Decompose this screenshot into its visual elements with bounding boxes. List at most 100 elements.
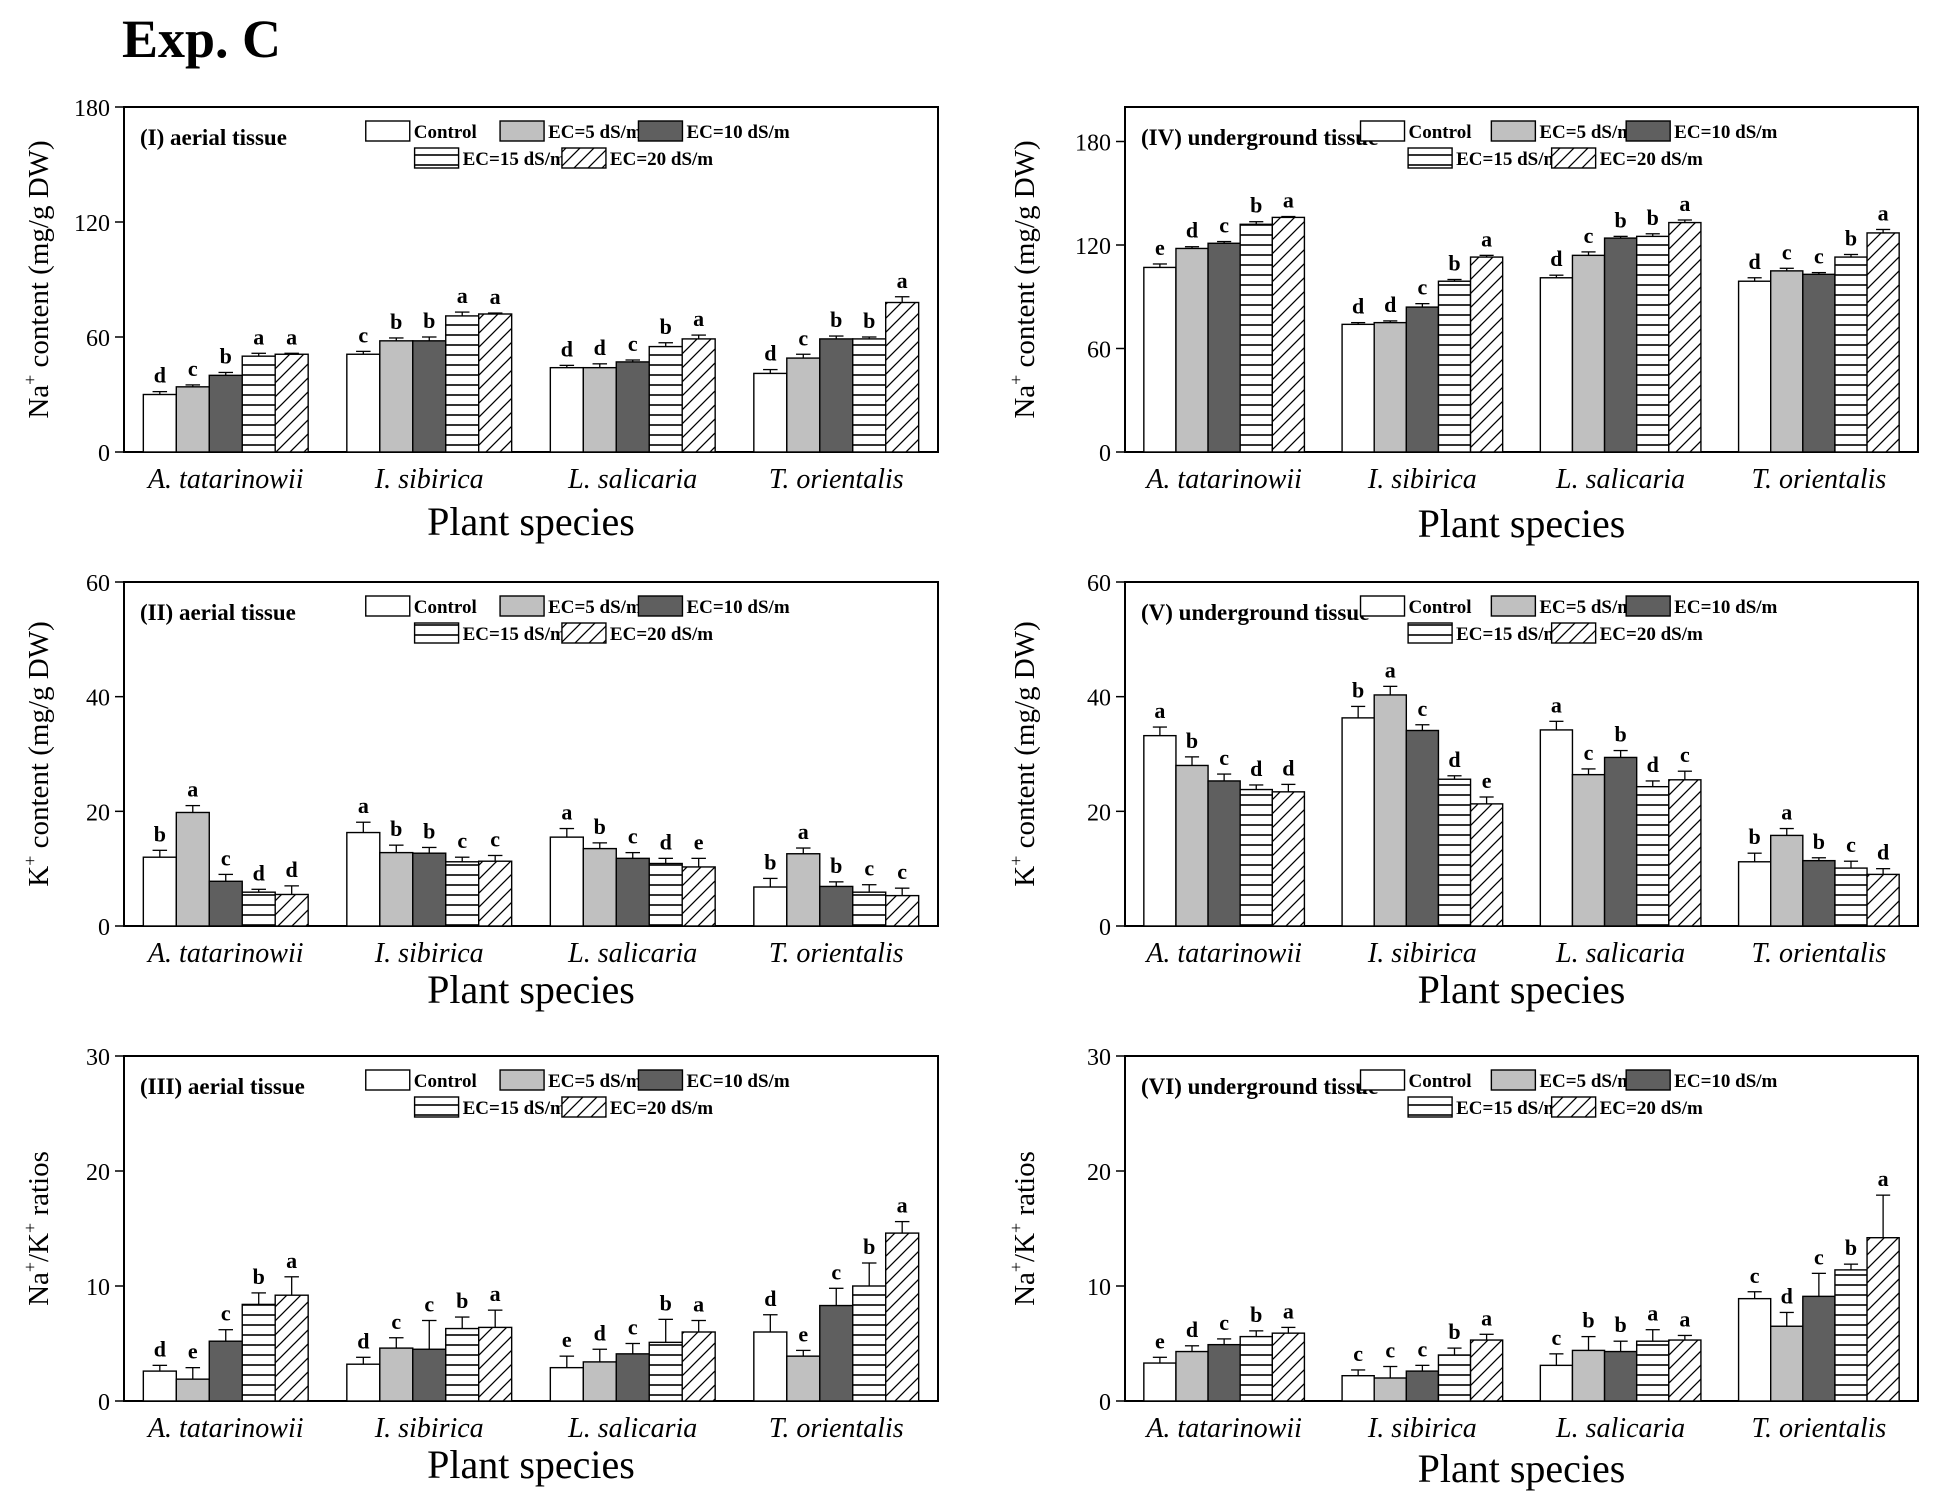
y-tick-label: 180 [1075, 131, 1111, 157]
significance-letter: d [1749, 249, 1761, 274]
legend-swatch [1407, 1096, 1453, 1118]
significance-letter: c [1584, 223, 1594, 248]
legend-swatch [1359, 595, 1406, 617]
legend-label: EC=10 dS/m [1674, 1071, 1777, 1092]
legend-label: Control [1409, 597, 1472, 618]
bar [885, 894, 920, 927]
y-tick-label: 10 [1087, 1275, 1111, 1301]
significance-letter: d [1781, 1283, 1793, 1308]
legend-label: EC=20 dS/m [1600, 149, 1703, 170]
bar [681, 338, 716, 453]
chart-panel-2: 0 60 120 180 Na+ content (mg/g DW) Plant spec… [1006, 106, 1919, 546]
significance-letter: c [391, 1309, 401, 1334]
bar [241, 891, 276, 927]
bar [1737, 280, 1772, 453]
significance-letter: e [1482, 768, 1492, 793]
bar [142, 856, 177, 927]
figure-title: Exp. C [122, 9, 282, 69]
y-tick-label: 0 [1099, 1390, 1111, 1416]
bar [1539, 1364, 1574, 1402]
bar [1373, 1377, 1408, 1402]
significance-letter: b [253, 1264, 265, 1289]
bar [1834, 867, 1868, 927]
category-label: T. orientalis [769, 464, 904, 495]
significance-letter: d [1448, 747, 1460, 772]
bar [819, 885, 854, 927]
bar [274, 1294, 309, 1402]
bar [1539, 277, 1574, 453]
significance-letter: a [286, 324, 297, 349]
significance-letter: c [864, 856, 874, 881]
significance-letter: b [863, 308, 875, 333]
bar [1271, 791, 1306, 927]
legend-label: EC=15 dS/m [463, 624, 566, 645]
legend-label: EC=5 dS/m [548, 122, 642, 143]
significance-letter: b [1615, 722, 1627, 747]
bar [241, 355, 276, 453]
category-label: T. orientalis [1751, 464, 1886, 495]
bar [208, 374, 243, 453]
legend-swatch [1625, 1069, 1671, 1091]
bar [274, 893, 309, 927]
significance-letter: c [1782, 239, 1792, 264]
significance-letter: d [594, 335, 606, 360]
y-tick-label: 0 [98, 1390, 110, 1416]
significance-letter: b [594, 814, 606, 839]
bar [1271, 216, 1306, 453]
significance-letter: d [253, 860, 265, 885]
y-tick-label: 120 [74, 211, 110, 237]
significance-letter: c [188, 356, 198, 381]
chart-panel-4: 0 20 40 60 K+ content (mg/g DW) Plant species… [1006, 571, 1919, 1012]
x-axis-title: Plant species [1418, 1446, 1626, 1491]
bar [582, 1361, 617, 1402]
significance-letter: d [1550, 246, 1562, 271]
legend-swatch [1550, 147, 1597, 169]
significance-letter: d [594, 1320, 606, 1345]
significance-letter: c [1417, 1336, 1427, 1361]
significance-letter: a [693, 1292, 704, 1317]
bar [274, 353, 309, 453]
bar [445, 315, 480, 453]
legend-swatch [499, 1069, 545, 1091]
significance-letter: a [1878, 200, 1889, 225]
significance-letter: d [154, 363, 166, 388]
plot-frame [123, 106, 939, 453]
y-tick-label: 0 [98, 441, 110, 467]
significance-letter: c [457, 828, 467, 853]
y-tick-label: 0 [98, 915, 110, 941]
legend-label: Control [414, 122, 477, 143]
bar [1866, 1236, 1900, 1402]
bar [1571, 773, 1606, 927]
category-label: L. salicaria [1555, 464, 1685, 495]
bar [1469, 256, 1504, 453]
bar [681, 1331, 716, 1402]
y-axis-title: Na+ content (mg/g DW) [1006, 140, 1041, 418]
bar [175, 811, 210, 927]
legend-swatch [1625, 120, 1671, 142]
significance-letter: a [1283, 1298, 1294, 1323]
significance-letter: a [897, 1193, 908, 1218]
y-tick-label: 10 [86, 1275, 110, 1301]
significance-letter: b [660, 1290, 672, 1315]
legend-swatch [499, 595, 545, 617]
legend-swatch [561, 147, 607, 169]
significance-letter: b [764, 849, 776, 874]
bar [412, 340, 447, 453]
significance-letter: b [830, 853, 842, 878]
significance-letter: d [1877, 840, 1889, 865]
y-tick-label: 20 [1087, 800, 1111, 826]
category-label: I. sibirica [1367, 938, 1477, 969]
y-axis-title: Na+/K+ ratios [1006, 1151, 1041, 1306]
plot-frame [123, 1055, 939, 1402]
bar [175, 386, 210, 453]
significance-letter: b [1352, 677, 1364, 702]
bar [1635, 785, 1670, 927]
y-tick-label: 30 [1087, 1045, 1111, 1071]
bar [549, 1366, 584, 1402]
y-axis-title: Na+ content (mg/g DW) [20, 140, 55, 418]
legend-label: EC=5 dS/m [548, 1071, 642, 1092]
significance-letter: a [490, 284, 501, 309]
legend: Control EC=5 dS/m EC=10 dS/m EC=15 dS/m EC=2… [365, 120, 790, 170]
legend-label: EC=20 dS/m [1600, 1098, 1703, 1119]
significance-letter: c [831, 1259, 841, 1284]
